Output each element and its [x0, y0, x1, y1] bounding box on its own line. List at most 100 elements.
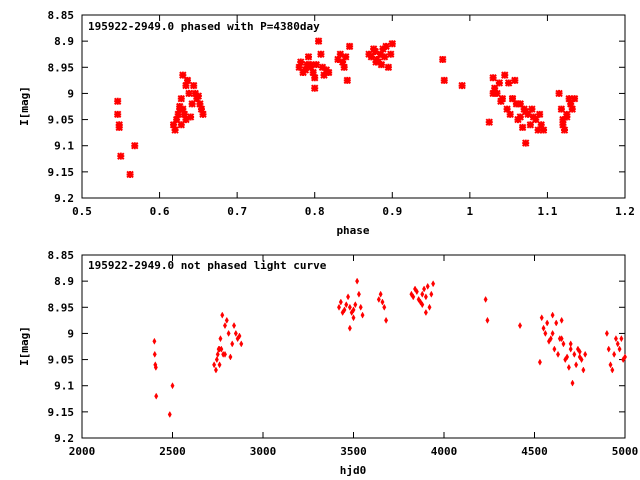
y-tick-label: 9.1: [54, 140, 74, 153]
data-point: [518, 322, 523, 330]
data-point: [420, 301, 425, 309]
x-tick-label: 3500: [340, 445, 367, 458]
data-point: [613, 335, 618, 343]
data-point: [232, 322, 237, 330]
data-point: [376, 295, 381, 303]
data-points: [152, 277, 627, 418]
y-tick-label: 8.85: [48, 249, 75, 262]
data-point: [212, 361, 217, 369]
data-point: [356, 290, 361, 298]
data-point: [295, 63, 303, 71]
y-tick-label: 8.85: [48, 9, 75, 22]
data-point: [508, 94, 517, 103]
x-tick-label: 2000: [69, 445, 96, 458]
y-tick-label: 8.9: [54, 35, 74, 48]
data-point: [506, 110, 514, 119]
data-point: [615, 340, 620, 348]
data-point: [301, 66, 310, 74]
x-tick-label: 1.2: [615, 205, 635, 218]
x-axis-label: hjd0: [340, 464, 367, 477]
data-point: [152, 350, 157, 358]
data-point: [176, 102, 184, 111]
data-point: [171, 126, 179, 134]
data-point: [358, 303, 363, 311]
data-point: [539, 126, 548, 134]
data-point: [550, 311, 555, 319]
data-point: [307, 60, 315, 69]
data-point: [342, 53, 350, 61]
data-point: [239, 340, 244, 348]
data-point: [180, 110, 189, 119]
y-tick-label: 9.15: [48, 166, 75, 179]
data-point: [559, 115, 567, 124]
data-point: [182, 81, 190, 90]
x-tick-label: 4500: [521, 445, 548, 458]
data-point: [490, 84, 499, 92]
data-point: [583, 350, 588, 358]
data-point: [504, 79, 513, 87]
data-point: [340, 63, 348, 71]
plot-frame: [81, 254, 626, 439]
y-tick-label: 9: [67, 327, 74, 340]
data-point: [550, 329, 555, 337]
data-point: [512, 100, 521, 108]
data-point: [172, 115, 181, 124]
data-point: [338, 58, 347, 66]
data-point: [353, 301, 358, 309]
data-point: [534, 126, 542, 134]
data-point: [117, 152, 125, 160]
data-point: [169, 121, 178, 129]
data-point: [423, 309, 428, 317]
data-point: [528, 105, 536, 113]
data-point: [623, 353, 627, 361]
data-point: [237, 332, 242, 340]
data-point: [170, 382, 175, 390]
data-point: [543, 329, 548, 337]
data-point: [556, 350, 561, 358]
data-point: [360, 311, 365, 319]
y-tick-label: 9.05: [48, 354, 75, 367]
data-point: [537, 121, 545, 129]
data-point: [568, 345, 573, 353]
data-point: [566, 100, 575, 108]
x-tick-label: 2500: [159, 445, 186, 458]
data-point: [355, 277, 360, 285]
data-point: [568, 340, 573, 348]
unphased-light-curve-panel: 2000 2500 3000 3500 4000 4500 5000 8.85 8.9 8.95 9…: [18, 249, 638, 477]
data-point: [568, 105, 576, 113]
tick-labels: 2000 2500 3000 3500 4000 4500 5000 8.85 8.9 8.95 9…: [48, 249, 639, 458]
y-tick-label: 9.2: [54, 192, 74, 205]
data-point: [382, 303, 387, 311]
data-point: [563, 113, 571, 121]
data-point: [416, 295, 421, 303]
data-point: [388, 40, 396, 48]
data-point: [223, 350, 227, 358]
data-point: [554, 319, 559, 327]
ticks: [81, 254, 626, 439]
data-point: [518, 123, 527, 132]
data-point: [617, 345, 622, 353]
data-point: [503, 105, 511, 113]
data-point: [218, 335, 223, 343]
data-point: [537, 358, 542, 366]
y-tick-label: 9.2: [54, 432, 74, 445]
data-point: [610, 366, 615, 374]
data-point: [347, 303, 352, 311]
x-tick-label: 0.8: [305, 205, 325, 218]
data-point: [572, 350, 577, 358]
y-tick-label: 9.1: [54, 380, 74, 393]
data-point: [485, 118, 493, 126]
data-point: [188, 100, 196, 108]
chart-title: 195922-2949.0 not phased light curve: [88, 259, 327, 272]
data-point: [217, 361, 222, 369]
data-point: [320, 71, 328, 79]
data-point: [541, 324, 546, 332]
data-point: [431, 280, 436, 288]
data-point: [384, 316, 389, 324]
data-point: [131, 142, 139, 150]
ticks: [81, 14, 626, 199]
data-point: [351, 306, 356, 314]
data-point: [413, 285, 418, 293]
x-tick-label: 5000: [612, 445, 639, 458]
